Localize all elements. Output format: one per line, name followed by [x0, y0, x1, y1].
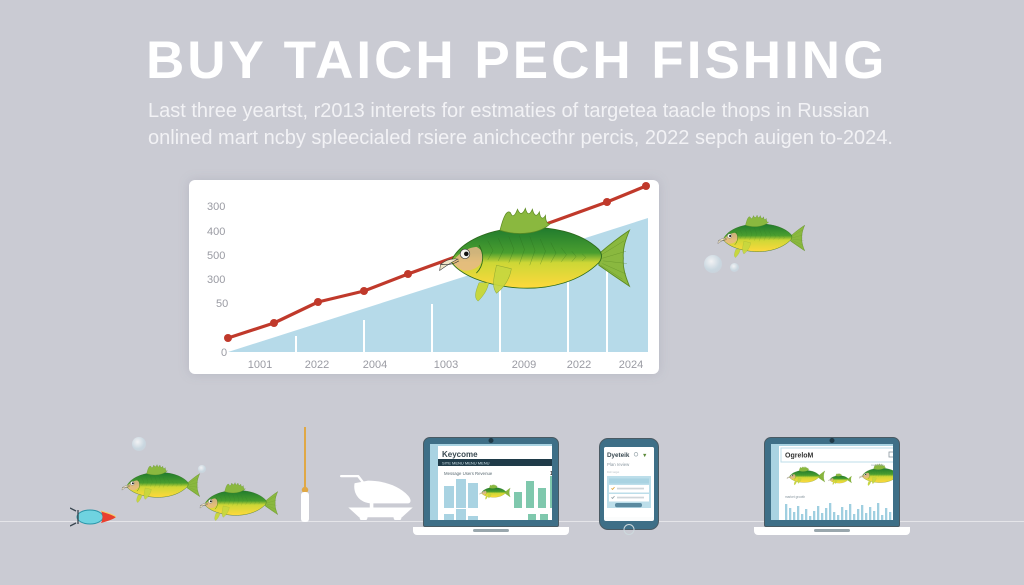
svg-text:▼: ▼ — [642, 453, 647, 459]
svg-text:OgreloM: OgreloM — [785, 453, 814, 460]
svg-text:trend chart: trend chart — [871, 463, 884, 467]
svg-text:1001: 1001 — [248, 359, 272, 371]
svg-text:50: 50 — [216, 298, 228, 310]
svg-text:2024: 2024 — [619, 359, 643, 371]
svg-text:Plan review: Plan review — [607, 462, 630, 467]
svg-text:300: 300 — [207, 274, 225, 286]
svg-text:2004: 2004 — [363, 359, 387, 371]
svg-text:Message Users Revenue: Message Users Revenue — [444, 471, 493, 476]
svg-text:400: 400 — [207, 226, 225, 238]
svg-text:SITE MENU MENU MENU: SITE MENU MENU MENU — [442, 461, 490, 466]
svg-text:market growth: market growth — [785, 495, 805, 499]
svg-text:Dyeteik: Dyeteik — [607, 452, 630, 459]
svg-text:1003: 1003 — [434, 359, 458, 371]
svg-text:0: 0 — [221, 347, 227, 359]
svg-text:2022: 2022 — [305, 359, 329, 371]
svg-text:Fish target: Fish target — [607, 470, 620, 474]
svg-text:Keycome: Keycome — [442, 450, 478, 459]
svg-text:500: 500 — [207, 250, 225, 262]
svg-text:2022: 2022 — [567, 359, 591, 371]
svg-text:300: 300 — [207, 201, 225, 213]
svg-text:2009: 2009 — [512, 359, 536, 371]
